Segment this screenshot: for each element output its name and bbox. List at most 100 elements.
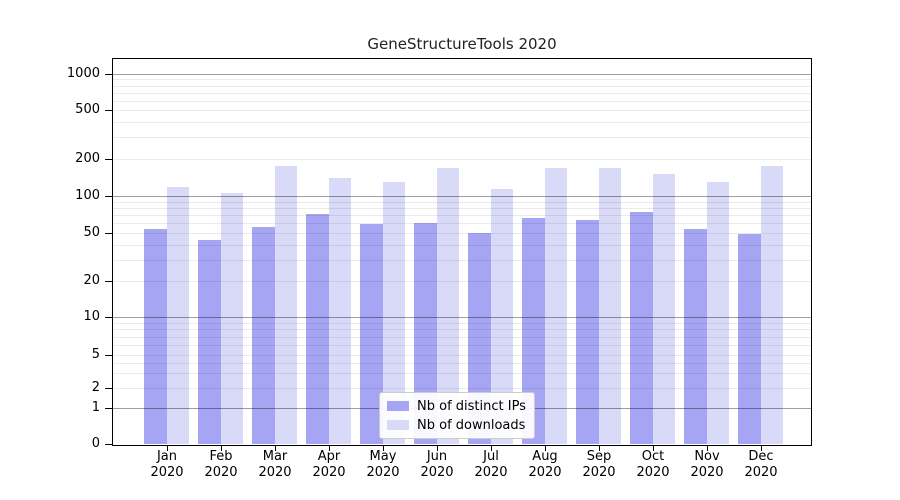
bar-distinct-ips-may [360,224,383,444]
y-tick-mark [105,387,112,389]
x-tick-label-sep: Sep 2020 [569,449,629,481]
x-tick-mark [706,445,708,451]
bar-distinct-ips-jun [414,223,437,444]
x-tick-label-dec: Dec 2020 [731,449,791,481]
bar-distinct-ips-jan [144,228,167,444]
bar-downloads-may [382,182,405,444]
x-tick-year: 2020 [312,465,346,480]
y-tick-mark [105,232,112,234]
minor-gridline [113,322,811,324]
x-tick-year: 2020 [366,465,400,480]
minor-gridline [113,233,811,234]
bar-downloads-aug [544,168,567,444]
x-tick-label-jan: Jan 2020 [137,449,197,481]
y-tick-label: 1000 [66,66,100,81]
bar-downloads-sep [598,167,621,444]
x-tick-label-apr: Apr 2020 [299,449,359,481]
minor-gridline [113,329,811,331]
bar-downloads-mar [274,166,297,444]
y-tick-mark [105,195,112,197]
minor-gridline [113,121,811,123]
y-tick-label: 50 [83,225,100,240]
x-tick-month: Oct [641,449,665,464]
bar-distinct-ips-dec [738,234,761,444]
x-tick-label-oct: Oct 2020 [623,449,683,481]
major-gridline [113,196,811,197]
x-tick-year: 2020 [258,465,292,480]
x-tick-month: Dec [748,449,774,464]
chart-title: GeneStructureTools 2020 [367,35,557,53]
x-tick-mark [436,445,438,451]
bar-downloads-nov [706,181,729,444]
minor-gridline [113,223,811,225]
x-tick-mark [382,445,384,451]
x-tick-label-nov: Nov 2020 [677,449,737,481]
x-tick-month: May [369,449,397,464]
minor-gridline [113,363,811,365]
x-tick-year: 2020 [582,465,616,480]
bar-distinct-ips-feb [198,239,221,444]
y-tick-mark [105,109,112,111]
y-tick-label: 20 [83,273,100,288]
legend-item: Nb of downloads [387,417,526,433]
x-tick-month: Apr [317,449,341,464]
minor-gridline [113,259,811,261]
bar-downloads-jan [166,187,189,444]
y-tick-label: 10 [83,309,100,324]
bar-downloads-dec [760,165,783,444]
x-tick-year: 2020 [474,465,508,480]
y-tick-mark [105,316,112,318]
x-tick-label-mar: Mar 2020 [245,449,305,481]
x-tick-mark [490,445,492,451]
x-tick-month: Mar [262,449,288,464]
x-tick-year: 2020 [636,465,670,480]
x-tick-year: 2020 [420,465,454,480]
minor-gridline [113,159,811,160]
major-gridline [113,317,811,318]
x-tick-label-may: May 2020 [353,449,413,481]
x-tick-year: 2020 [204,465,238,480]
x-tick-month: Sep [586,449,612,464]
minor-gridline [113,281,811,282]
legend-swatch-distinct-ips [387,401,409,411]
y-tick-mark [105,158,112,160]
legend-item: Nb of distinct IPs [387,398,526,414]
minor-gridline [113,110,811,111]
major-gridline [113,74,811,75]
bar-distinct-ips-mar [252,226,275,444]
x-tick-month: Nov [694,449,720,464]
x-tick-year: 2020 [744,465,778,480]
minor-gridline [113,355,811,356]
bar-distinct-ips-jul [468,233,491,444]
minor-gridline [113,137,811,139]
x-tick-label-aug: Aug 2020 [515,449,575,481]
x-tick-label-feb: Feb 2020 [191,449,251,481]
bar-distinct-ips-nov [684,228,707,444]
x-tick-label-jul: Jul 2020 [461,449,521,481]
bar-downloads-jul [490,188,513,444]
legend-swatch-downloads [387,420,409,430]
legend-item-label: Nb of distinct IPs [417,398,526,414]
bar-distinct-ips-sep [576,219,599,444]
x-tick-mark [166,445,168,451]
bar-downloads-jun [436,167,459,444]
minor-gridline [113,207,811,209]
bar-distinct-ips-oct [630,212,653,444]
bar-downloads-apr [328,178,351,444]
minor-gridline [113,100,811,102]
x-tick-mark [220,445,222,451]
x-tick-month: Feb [209,449,233,464]
x-tick-month: Jan [156,449,178,464]
x-tick-mark [274,445,276,451]
minor-gridline [113,215,811,217]
x-tick-year: 2020 [528,465,562,480]
y-tick-label: 0 [91,436,100,451]
legend-item-label: Nb of downloads [417,417,526,433]
y-tick-label: 5 [91,347,100,362]
minor-gridline [113,388,811,389]
x-tick-month: Aug [532,449,558,464]
y-tick-label: 1 [91,400,100,415]
minor-gridline [113,92,811,94]
x-tick-month: Jul [483,449,499,464]
